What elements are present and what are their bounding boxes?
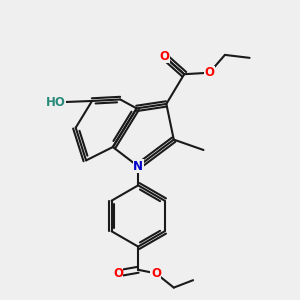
Text: O: O xyxy=(113,267,123,280)
Text: N: N xyxy=(133,160,143,173)
Text: O: O xyxy=(204,66,214,79)
Text: O: O xyxy=(159,50,169,63)
Text: O: O xyxy=(151,267,161,280)
Text: HO: HO xyxy=(46,96,66,109)
